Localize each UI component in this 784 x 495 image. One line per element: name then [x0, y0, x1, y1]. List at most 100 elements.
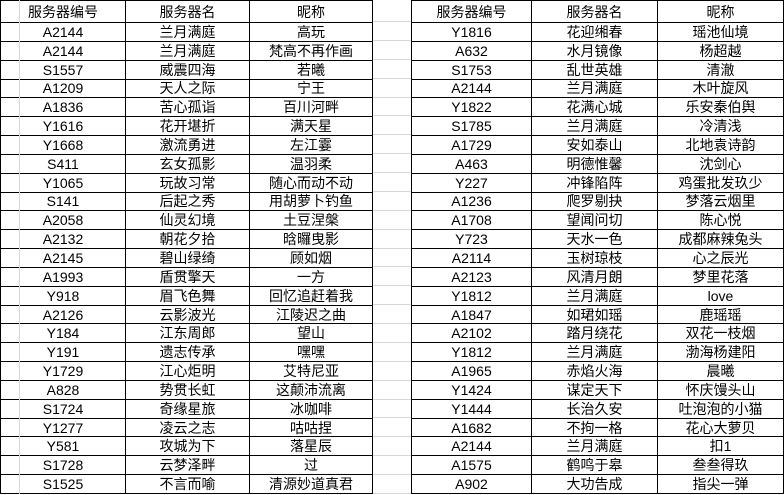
cell[interactable]: Y1444: [412, 399, 532, 419]
cell[interactable]: 攻城为下: [126, 437, 250, 457]
cell[interactable]: Y723: [412, 230, 532, 250]
cell[interactable]: Y1812: [412, 286, 532, 306]
cell[interactable]: A2132: [1, 230, 126, 250]
cell[interactable]: 梦落云烟里: [658, 192, 784, 212]
cell[interactable]: A2144: [412, 437, 532, 457]
cell[interactable]: A632: [412, 41, 532, 61]
cell[interactable]: 奇缘星旅: [126, 399, 250, 419]
cell[interactable]: A1708: [412, 211, 532, 231]
cell[interactable]: S141: [1, 192, 126, 212]
cell[interactable]: 天人之际: [126, 79, 250, 99]
header-cell[interactable]: 服务器编号: [412, 1, 532, 23]
cell[interactable]: S1753: [412, 60, 532, 80]
cell[interactable]: 云影波光: [126, 305, 250, 325]
cell[interactable]: 风清月朗: [532, 267, 658, 287]
cell[interactable]: A1847: [412, 305, 532, 325]
cell[interactable]: 左江霎: [250, 136, 373, 155]
cell[interactable]: A1209: [1, 79, 126, 99]
cell[interactable]: 眉飞色舞: [126, 286, 250, 306]
cell[interactable]: Y1424: [412, 380, 532, 400]
cell[interactable]: 水月镜像: [532, 41, 658, 61]
cell[interactable]: 晗曪曳影: [250, 230, 373, 250]
cell[interactable]: 不言而喻: [126, 475, 250, 494]
cell[interactable]: Y1065: [1, 173, 126, 193]
cell[interactable]: 势贯长虹: [126, 380, 250, 400]
cell[interactable]: 若曦: [250, 60, 373, 80]
cell[interactable]: S1724: [1, 399, 126, 419]
cell[interactable]: 谋定天下: [532, 380, 658, 400]
cell[interactable]: A1836: [1, 98, 126, 118]
cell[interactable]: 踏月绕花: [532, 324, 658, 344]
cell[interactable]: A2102: [412, 324, 532, 344]
cell[interactable]: 宁王: [250, 79, 373, 99]
cell[interactable]: A2126: [1, 305, 126, 325]
cell[interactable]: 兰月满庭: [532, 343, 658, 363]
cell[interactable]: 咕咕捏: [250, 418, 373, 438]
cell[interactable]: A2145: [1, 249, 126, 268]
cell[interactable]: 怀庆馒头山: [658, 380, 784, 400]
cell[interactable]: A1682: [412, 418, 532, 438]
cell[interactable]: 满天星: [250, 117, 373, 137]
cell[interactable]: S1728: [1, 456, 126, 476]
cell[interactable]: 瑶池仙境: [658, 23, 784, 42]
cell[interactable]: 冰咖啡: [250, 399, 373, 419]
cell[interactable]: 不拘一格: [532, 418, 658, 438]
cell[interactable]: 遗志传承: [126, 343, 250, 363]
cell[interactable]: 艾特尼亚: [250, 362, 373, 381]
cell[interactable]: A902: [412, 475, 532, 494]
cell[interactable]: 随心而动不动: [250, 173, 373, 193]
cell[interactable]: 这颠沛流离: [250, 380, 373, 400]
cell[interactable]: Y1277: [1, 418, 126, 438]
cell[interactable]: 指尖一弹: [658, 475, 784, 494]
cell[interactable]: Y191: [1, 343, 126, 363]
cell[interactable]: A2144: [1, 23, 126, 42]
cell[interactable]: 过: [250, 456, 373, 476]
cell[interactable]: 土豆涅槃: [250, 211, 373, 231]
cell[interactable]: 回忆追赶着我: [250, 286, 373, 306]
cell[interactable]: 激流勇进: [126, 136, 250, 155]
cell[interactable]: 赤焰火海: [532, 362, 658, 381]
cell[interactable]: 清源妙道真君: [250, 475, 373, 494]
cell[interactable]: Y1816: [412, 23, 532, 42]
cell[interactable]: 百川河畔: [250, 98, 373, 118]
cell[interactable]: 明德惟馨: [532, 154, 658, 174]
cell[interactable]: Y1812: [412, 343, 532, 363]
cell[interactable]: A463: [412, 154, 532, 174]
cell[interactable]: 江陵迟之曲: [250, 305, 373, 325]
cell[interactable]: 兰月满庭: [532, 437, 658, 457]
cell[interactable]: 花心大萝贝: [658, 418, 784, 438]
cell[interactable]: 用胡萝卜钓鱼: [250, 192, 373, 212]
cell[interactable]: Y184: [1, 324, 126, 344]
cell[interactable]: 苦心孤诣: [126, 98, 250, 118]
cell[interactable]: 花满心城: [532, 98, 658, 118]
cell[interactable]: 玄女孤影: [126, 154, 250, 174]
cell[interactable]: 兰月满庭: [532, 286, 658, 306]
cell[interactable]: 扣1: [658, 437, 784, 457]
cell[interactable]: 玩故习常: [126, 173, 250, 193]
cell[interactable]: 高玩: [250, 23, 373, 42]
cell[interactable]: 清澈: [658, 60, 784, 80]
cell[interactable]: A828: [1, 380, 126, 400]
cell[interactable]: 冷清浅: [658, 117, 784, 137]
cell[interactable]: Y1668: [1, 136, 126, 155]
cell[interactable]: S411: [1, 154, 126, 174]
cell[interactable]: 碧山绿绮: [126, 249, 250, 268]
cell[interactable]: 仙灵幻境: [126, 211, 250, 231]
cell[interactable]: 顾如烟: [250, 249, 373, 268]
cell[interactable]: Y1729: [1, 362, 126, 381]
cell[interactable]: 威震四海: [126, 60, 250, 80]
cell[interactable]: S1557: [1, 60, 126, 80]
cell[interactable]: 吐泡泡的小猫: [658, 399, 784, 419]
cell[interactable]: 兰月满庭: [532, 79, 658, 99]
cell[interactable]: 陈心悦: [658, 211, 784, 231]
cell[interactable]: A1575: [412, 456, 532, 476]
cell[interactable]: 云梦泽畔: [126, 456, 250, 476]
cell[interactable]: 玉树琼枝: [532, 249, 658, 268]
cell[interactable]: A1965: [412, 362, 532, 381]
cell[interactable]: A1729: [412, 136, 532, 155]
cell[interactable]: 后起之秀: [126, 192, 250, 212]
cell[interactable]: 北地袁诗韵: [658, 136, 784, 155]
cell[interactable]: Y227: [412, 173, 532, 193]
cell[interactable]: 朝花夕拾: [126, 230, 250, 250]
cell[interactable]: 大功告成: [532, 475, 658, 494]
